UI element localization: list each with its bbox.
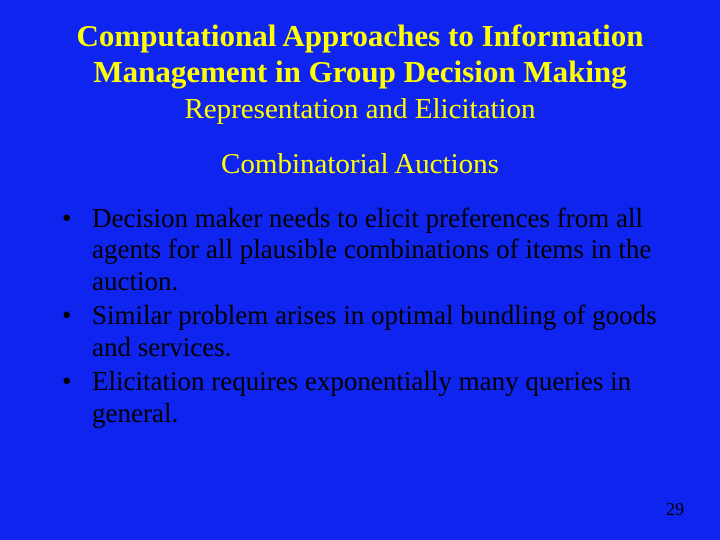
- list-item: Elicitation requires exponentially many …: [92, 366, 690, 430]
- bullet-list: Decision maker needs to elicit preferenc…: [30, 203, 690, 430]
- title-subtitle: Representation and Elicitation: [30, 91, 690, 127]
- title-block: Computational Approaches to Information …: [30, 18, 690, 128]
- list-item: Decision maker needs to elicit preferenc…: [92, 203, 690, 299]
- slide: Computational Approaches to Information …: [0, 0, 720, 540]
- section-heading: Combinatorial Auctions: [30, 148, 690, 181]
- list-item: Similar problem arises in optimal bundli…: [92, 300, 690, 364]
- page-number: 29: [666, 499, 684, 520]
- title-main: Computational Approaches to Information …: [30, 18, 690, 89]
